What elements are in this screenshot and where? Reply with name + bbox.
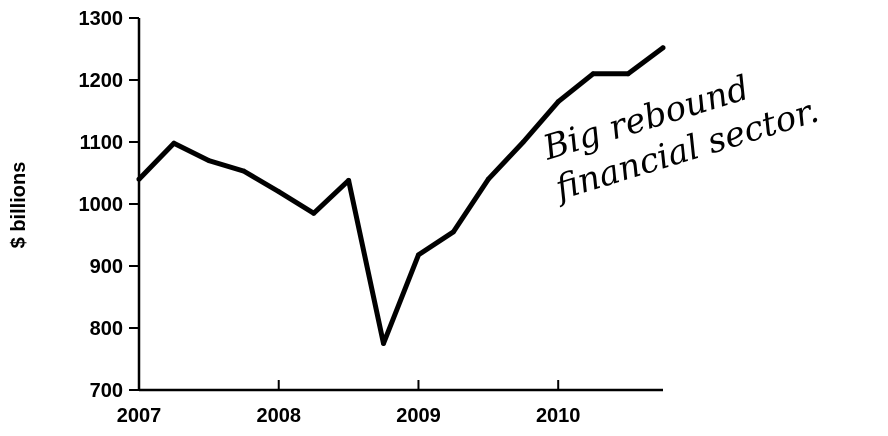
y-tick-label: 800 <box>90 318 123 340</box>
data-point <box>485 176 491 182</box>
data-point <box>660 45 666 51</box>
y-tick-label: 1100 <box>80 132 123 154</box>
handwritten-annotation: Big rebound financial sector. <box>538 68 824 209</box>
data-point <box>136 176 142 182</box>
x-tick-label: 2010 <box>536 405 581 427</box>
data-point <box>171 140 177 146</box>
y-tick-label: 1200 <box>79 70 124 92</box>
y-tick-label: 1300 <box>79 8 124 30</box>
x-tick-label: 2008 <box>256 405 301 427</box>
data-point <box>276 189 282 195</box>
data-point <box>346 177 352 183</box>
y-axis-title: $ billions <box>8 162 30 249</box>
chart-axes <box>137 18 663 392</box>
data-point <box>450 229 456 235</box>
data-point <box>241 168 247 174</box>
y-tick-label: 700 <box>90 380 123 402</box>
data-point <box>555 99 561 105</box>
x-tick-group: 2007 2008 2009 2010 <box>117 380 581 427</box>
x-tick-label: 2009 <box>396 405 441 427</box>
y-tick-label: 1000 <box>79 194 124 216</box>
data-point-group <box>136 45 666 346</box>
series-line <box>136 45 666 346</box>
y-tick-group: 700 800 900 1000 1100 1200 1300 <box>79 8 139 402</box>
data-point <box>590 71 596 77</box>
data-point <box>381 341 387 346</box>
data-point <box>206 158 212 164</box>
data-point <box>311 210 317 216</box>
data-point <box>415 252 421 258</box>
x-tick-label: 2007 <box>117 405 162 427</box>
y-tick-label: 900 <box>90 256 123 278</box>
data-point <box>520 139 526 145</box>
data-point <box>625 71 631 77</box>
